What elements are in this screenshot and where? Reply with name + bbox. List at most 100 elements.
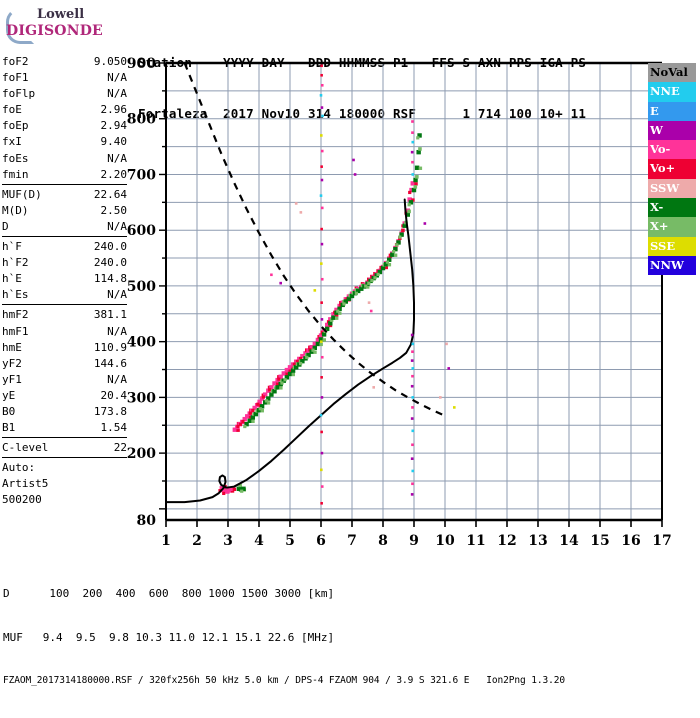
trace-point [359, 286, 364, 291]
trace-point [241, 486, 246, 491]
noise-point [411, 469, 415, 473]
parameter-row: yF1 N/A [2, 372, 127, 388]
trace-point-alt [222, 491, 226, 496]
noise-point [320, 340, 323, 343]
trace-point [306, 352, 311, 358]
footer-distance-row: D 100 200 400 600 800 1000 1500 3000 [km… [3, 587, 335, 600]
trace-point-alt [279, 386, 283, 390]
noise-point [411, 131, 414, 134]
legend-item-x-[interactable]: X+ [648, 217, 696, 237]
trace-point-alt [335, 316, 339, 320]
trace-point-alt [408, 190, 412, 195]
station-header-values: Fortaleza 2017 Nov10 314 180000 RSF 1 71… [138, 106, 587, 121]
legend-item-e[interactable]: E [648, 101, 696, 121]
trace-point-alt [285, 372, 289, 376]
trace-point-alt [373, 276, 377, 280]
x-tick-label: 8 [378, 533, 388, 549]
trace-point-alt [299, 361, 303, 366]
noise-point [294, 202, 298, 205]
parameter-value: 381.1 [93, 308, 127, 322]
parameter-value: N/A [107, 288, 127, 302]
noise-point [270, 273, 273, 277]
x-tick-label: 2 [192, 533, 202, 549]
noise-point [411, 367, 415, 370]
trace-point-alt [367, 281, 371, 285]
parameter-row: D N/A [2, 219, 127, 235]
parameter-value: 1.54 [100, 421, 128, 435]
noise-point [411, 406, 414, 409]
trace-point-alt [414, 182, 418, 186]
parameter-value: 110.9 [93, 340, 127, 354]
trace-point-alt [393, 253, 398, 257]
trace-point [315, 341, 321, 347]
trace-point [321, 332, 327, 337]
parameter-row: h`Es N/A [2, 287, 127, 303]
noise-point [319, 194, 323, 197]
trace-point [294, 365, 299, 370]
trace-point-alt [336, 309, 340, 313]
parameter-row: yE 20.4 [2, 388, 127, 404]
series-o-trace-vo-vo-pink-red [218, 181, 418, 496]
y-tick-label: 80 [137, 513, 157, 529]
parameter-key: hmE [2, 340, 22, 354]
trace-point-alt [418, 166, 423, 170]
y-tick-label: 600 [127, 223, 156, 239]
legend-item-nnw[interactable]: NNW [648, 255, 696, 276]
parameter-value: N/A [107, 372, 127, 386]
trace-point [247, 418, 252, 423]
legend-item-sse[interactable]: SSE [648, 236, 696, 256]
noise-point [320, 468, 323, 472]
parameter-value: 2.20 [100, 167, 128, 181]
series-muf-transmission-curve-black-dashed [183, 63, 446, 417]
legend-item-vo-[interactable]: Vo+ [648, 159, 696, 179]
x-tick-label: 15 [590, 533, 609, 549]
polarization-legend: NoVal NNE E W Vo- Vo+ SSW X- X+ SSE NNW [648, 63, 696, 276]
legend-item-w[interactable]: W [648, 120, 696, 141]
trace-point-alt [295, 359, 300, 363]
series-x-trace-x-x-green [236, 133, 423, 493]
autoscaling-line: 500200 [2, 493, 42, 507]
parameter-group-2: h`F 240.0 h`F2 240.0 h`E 114.8 h`Es N/A [2, 239, 127, 306]
trace-point [278, 374, 283, 379]
parameter-row: hmF2 381.1 [2, 307, 127, 323]
trace-point-alt [364, 284, 368, 288]
autoscaling-info: Auto: Artist5 500200 [2, 460, 127, 509]
parameter-key: yF1 [2, 372, 22, 386]
noise-point [353, 173, 357, 176]
parameter-key: yF2 [2, 356, 22, 370]
y-tick-label: 200 [127, 446, 156, 462]
legend-item-nne[interactable]: NNE [648, 82, 696, 102]
parameter-row: h`E 114.8 [2, 271, 127, 287]
parameter-key: B0 [2, 404, 16, 418]
x-tick-label: 13 [528, 533, 547, 549]
noise-point [410, 333, 414, 337]
legend-item-ssw[interactable]: SSW [648, 178, 696, 199]
noise-point [411, 482, 414, 486]
trace-point [272, 381, 277, 386]
parameter-row: MUF(D) 22.64 [2, 187, 127, 203]
legend-item-vo-[interactable]: Vo- [648, 140, 696, 160]
parameter-value: 173.8 [93, 404, 127, 418]
legend-item-noval[interactable]: NoVal [648, 63, 696, 83]
footer-muf-row: MUF 9.4 9.5 9.8 10.3 11.0 12.1 15.1 22.6… [3, 630, 335, 644]
parameter-group-4: C-level 22 [2, 440, 127, 459]
parameter-group-3: hmF2 381.1 hmF1 N/A hmE 110.9 yF2 144.6 yF1 N/A yE… [2, 307, 128, 439]
parameter-row: foF2 9.050 [2, 54, 127, 70]
trace-point-alt [292, 362, 296, 366]
parameter-group-1: MUF(D) 22.64 M(D) 2.50 D N/A [2, 187, 127, 238]
legend-item-x-[interactable]: X- [648, 198, 696, 218]
series-scaled-profile-black-solid [166, 198, 415, 504]
trace-point-alt [366, 285, 370, 289]
trace-point-alt [266, 401, 271, 405]
parameter-key: fmin [2, 167, 29, 181]
parameter-key: D [2, 219, 9, 233]
noise-point [320, 165, 323, 168]
noise-point [320, 227, 323, 231]
parameter-row: foFlp N/A [2, 86, 127, 102]
parameter-value: 9.40 [100, 135, 128, 149]
trace-point [331, 312, 336, 317]
parameter-value: N/A [107, 219, 127, 233]
trace-point-alt [251, 419, 255, 423]
noise-point [411, 140, 415, 144]
trace-point [390, 252, 395, 257]
